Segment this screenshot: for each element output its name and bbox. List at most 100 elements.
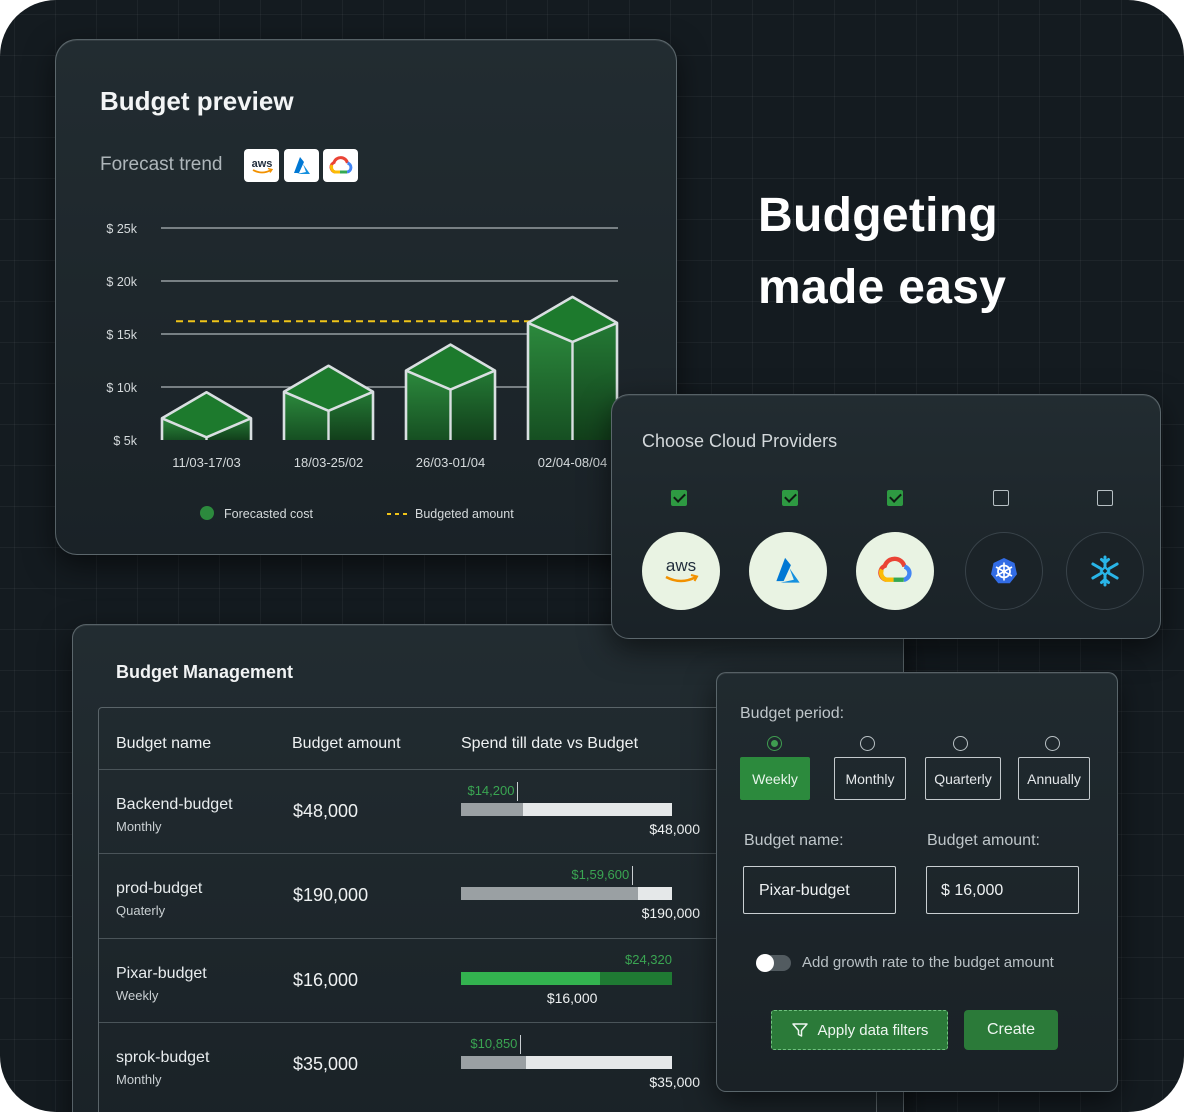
growth-rate-label: Add growth rate to the budget amount	[802, 954, 1054, 971]
spend-value: $14,200	[467, 783, 515, 798]
radio-weekly[interactable]	[767, 736, 782, 751]
snowflake-provider-button[interactable]	[1066, 532, 1144, 610]
table-row[interactable]: prod-budget Quaterly $190,000 $1,59,600 …	[99, 853, 876, 938]
legend-budget-label: Budgeted amount	[415, 507, 514, 521]
snowflake-icon	[1091, 555, 1119, 587]
apply-data-filters-label: Apply data filters	[817, 1021, 929, 1039]
x-tick-label: 18/03-25/02	[294, 455, 363, 470]
forecast-chart: $ 5k $ 10k $ 15k $ 20k $ 25k 11/03-17/03 18/03…	[106, 222, 619, 521]
budget-management-title: Budget Management	[116, 662, 294, 682]
growth-rate-toggle[interactable]	[756, 954, 791, 972]
budget-total: $190,000	[641, 905, 700, 921]
radio-quarterly[interactable]	[953, 736, 968, 751]
spend-bar	[461, 887, 672, 900]
bar-outline	[526, 295, 619, 440]
aws-icon: aws	[244, 149, 279, 182]
legend-forecast-label: Forecasted cost	[224, 507, 313, 521]
row-budget-period: Quaterly	[116, 903, 166, 918]
hero-heading: Budgeting made easy	[758, 180, 1088, 324]
bar-outline	[282, 364, 375, 440]
table-row[interactable]: Backend-budget Monthly $48,000 $14,200 $…	[99, 769, 876, 854]
y-tick-label: $ 25k	[106, 222, 137, 236]
azure-icon	[284, 149, 319, 182]
table-row[interactable]: sprok-budget Monthly $35,000 $10,850 $35…	[99, 1022, 876, 1107]
svg-text:aws: aws	[666, 556, 696, 575]
snowflake-checkbox[interactable]	[1097, 490, 1113, 506]
budget-form-card: Budget period: Weekly Monthly Quarterly …	[716, 672, 1118, 1092]
row-budget-name: sprok-budget	[116, 1049, 210, 1066]
gcp-checkbox[interactable]	[887, 490, 903, 506]
azure-provider-button[interactable]	[749, 532, 827, 610]
column-header-spend: Spend till date vs Budget	[461, 735, 639, 752]
spend-bar-fill	[461, 803, 524, 816]
bar-left-face	[284, 391, 329, 440]
bar-top-face	[284, 365, 373, 411]
bar-top-face	[406, 344, 495, 390]
gcp-icon	[878, 556, 912, 582]
hero-line-2: made easy	[758, 261, 1007, 314]
spend-bar-fill	[461, 1056, 527, 1069]
budget-amount-input[interactable]: $ 16,000	[926, 866, 1079, 914]
spend-bar	[461, 1056, 672, 1069]
spend-marker	[517, 782, 519, 801]
row-budget-period: Weekly	[116, 988, 159, 1003]
bar-left-face	[528, 322, 573, 440]
kubernetes-provider-button[interactable]	[965, 532, 1043, 610]
azure-checkbox[interactable]	[782, 490, 798, 506]
row-budget-name: Backend-budget	[116, 796, 233, 813]
budget-total: $16,000	[546, 990, 598, 1006]
y-tick-label: $ 5k	[113, 434, 137, 448]
apply-data-filters-button[interactable]: Apply data filters	[771, 1010, 948, 1050]
filter-icon	[791, 1023, 808, 1037]
hero-line-1: Budgeting	[758, 189, 998, 242]
bar-left-face	[406, 370, 451, 440]
budget-name-input[interactable]: Pixar-budget	[743, 866, 896, 914]
y-tick-label: $ 10k	[106, 381, 137, 395]
spend-bar	[461, 803, 672, 816]
period-annually-button[interactable]: Annually	[1018, 757, 1090, 800]
column-header-name: Budget name	[116, 735, 212, 752]
spend-bar	[461, 972, 672, 985]
kubernetes-checkbox[interactable]	[993, 490, 1009, 506]
bar-top-face	[162, 392, 251, 438]
row-budget-amount: $16,000	[293, 970, 359, 990]
kubernetes-icon	[991, 558, 1017, 584]
budget-preview-card: Budget preview Forecast trend aws $ 5k	[55, 39, 677, 555]
budget-table: Budget name Budget amount Spend till dat…	[98, 707, 877, 1112]
period-weekly-button[interactable]: Weekly	[740, 757, 810, 800]
azure-icon	[776, 557, 800, 583]
bar-right-face	[450, 370, 495, 440]
row-budget-amount: $190,000	[293, 885, 369, 905]
row-budget-amount: $35,000	[293, 1054, 359, 1074]
aws-icon: aws	[665, 556, 699, 583]
budget-amount-label: Budget amount:	[927, 832, 1040, 849]
budget-name-label: Budget name:	[744, 832, 844, 849]
period-monthly-button[interactable]: Monthly	[834, 757, 906, 800]
radio-monthly[interactable]	[860, 736, 875, 751]
y-tick-label: $ 20k	[106, 275, 137, 289]
spend-marker	[632, 866, 634, 885]
spend-value: $24,320	[625, 952, 672, 967]
spend-bar-fill	[461, 972, 600, 985]
bar-outline	[160, 390, 253, 440]
legend-forecast-swatch	[200, 506, 214, 520]
svg-text:aws: aws	[251, 158, 272, 170]
cloud-providers-title: Choose Cloud Providers	[642, 431, 838, 451]
preview-title: Budget preview	[100, 86, 294, 116]
cloud-providers-card: Choose Cloud Providers aws	[611, 394, 1161, 639]
aws-checkbox[interactable]	[671, 490, 687, 506]
x-tick-label: 02/04-08/04	[538, 455, 607, 470]
period-quarterly-button[interactable]: Quarterly	[925, 757, 1001, 800]
y-tick-label: $ 15k	[106, 328, 137, 342]
aws-provider-button[interactable]: aws	[642, 532, 720, 610]
spend-bar-fill	[461, 887, 639, 900]
table-row[interactable]: Pixar-budget Weekly $16,000 $24,320 $16,…	[99, 938, 876, 1023]
create-button[interactable]: Create	[964, 1010, 1058, 1050]
row-budget-amount: $48,000	[293, 801, 359, 821]
x-tick-label: 11/03-17/03	[172, 455, 240, 470]
gcp-provider-button[interactable]	[856, 532, 934, 610]
radio-annually[interactable]	[1045, 736, 1060, 751]
row-budget-period: Monthly	[116, 1072, 162, 1087]
bar-outline	[404, 343, 497, 440]
